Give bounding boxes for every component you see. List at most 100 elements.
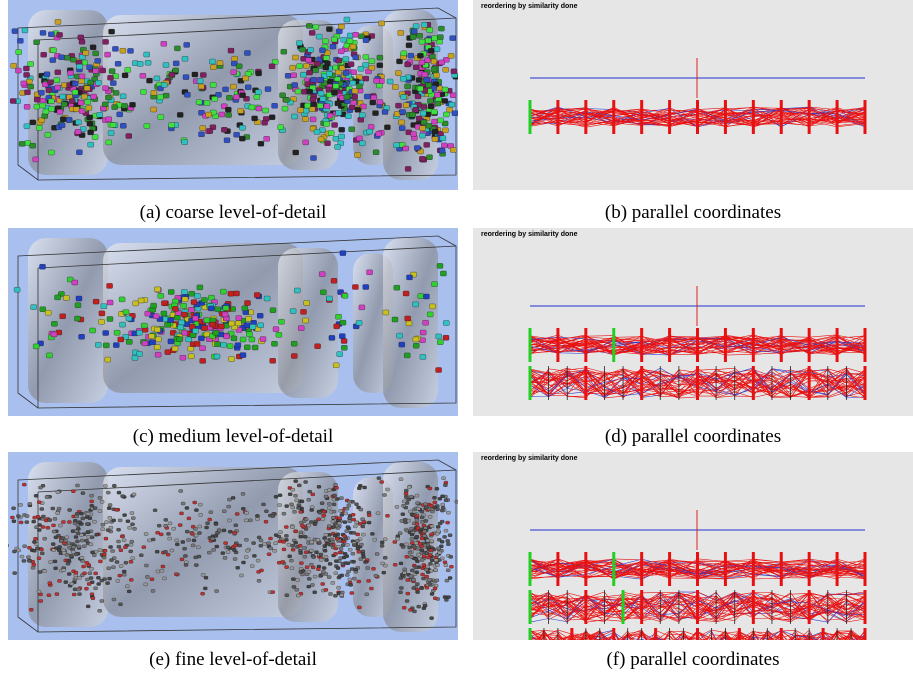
glyph [208,295,215,301]
glyph [190,532,195,536]
glyph [339,250,347,256]
glyph [365,566,370,570]
glyph [362,284,369,290]
glyph [71,89,79,95]
glyph [425,82,432,88]
glyph [155,569,161,574]
glyph [255,558,261,563]
glyph [106,490,111,495]
glyph [370,94,377,101]
glyph [331,502,337,507]
glyph [331,509,337,514]
glyph [327,562,333,566]
glyph [273,533,279,537]
glyph [73,573,78,578]
glyph [58,523,63,528]
glyph [420,329,427,336]
glyph [214,306,221,312]
glyph [309,548,314,553]
glyph [256,570,261,574]
glyph [294,287,301,294]
glyph [309,30,316,36]
glyph [86,582,92,586]
glyph [433,558,439,562]
glyph [366,579,371,583]
glyph [52,559,58,564]
glyph [45,526,51,530]
glyph [216,60,224,66]
glyph [404,61,411,68]
glyph [48,31,55,37]
glyph [227,47,235,54]
glyph [369,586,374,591]
glyph [226,343,234,349]
glyph [64,553,70,557]
glyph [146,77,153,84]
glyph [154,326,161,333]
glyph [160,310,168,317]
glyph [61,551,67,555]
glyph [321,509,327,514]
glyph [112,484,117,488]
glyph [161,300,168,306]
glyph [375,131,382,137]
glyph [305,57,312,63]
caption: (d) parallel coordinates [604,426,782,447]
glyph [297,107,304,113]
glyph [103,484,108,488]
glyph [105,528,111,532]
glyph [42,537,47,541]
glyph [172,67,179,74]
glyph [43,71,51,77]
glyph [195,99,203,105]
glyph [323,572,329,576]
glyph [214,589,219,593]
glyph [60,116,67,122]
glyph [232,531,237,535]
glyph [347,61,355,67]
glyph [336,544,341,549]
glyph [343,537,349,541]
glyph [119,321,126,328]
glyph [117,336,124,343]
glyph [337,521,342,525]
glyph [98,310,106,317]
glyph [339,496,344,500]
glyph [398,561,404,566]
glyph [380,540,385,545]
glyph [404,555,409,559]
glyph [29,608,34,612]
glyph [354,520,359,525]
glyph [198,131,205,137]
glyph [103,536,109,541]
glyph [356,550,361,554]
glyph [106,566,111,570]
bounding-box [17,7,457,181]
glyph [398,119,405,126]
glyph [167,338,175,345]
glyph [126,339,133,345]
glyph [88,576,94,580]
glyph [249,324,257,330]
glyph [450,147,457,153]
glyph [169,548,175,553]
glyph [116,545,122,549]
glyph [329,43,337,50]
glyph [192,500,197,505]
glyph [77,576,82,580]
glyph [118,518,123,523]
glyph [312,574,318,579]
glyph [116,490,122,495]
glyph [27,61,34,67]
glyph [200,592,205,596]
glyph [129,539,134,544]
glyph [309,96,317,103]
glyph [223,541,228,545]
glyph [437,550,442,555]
glyph [113,330,121,336]
glyph [373,78,380,84]
glyph [429,504,434,508]
glyph [58,54,65,60]
glyph [44,132,52,138]
glyph [323,103,331,109]
